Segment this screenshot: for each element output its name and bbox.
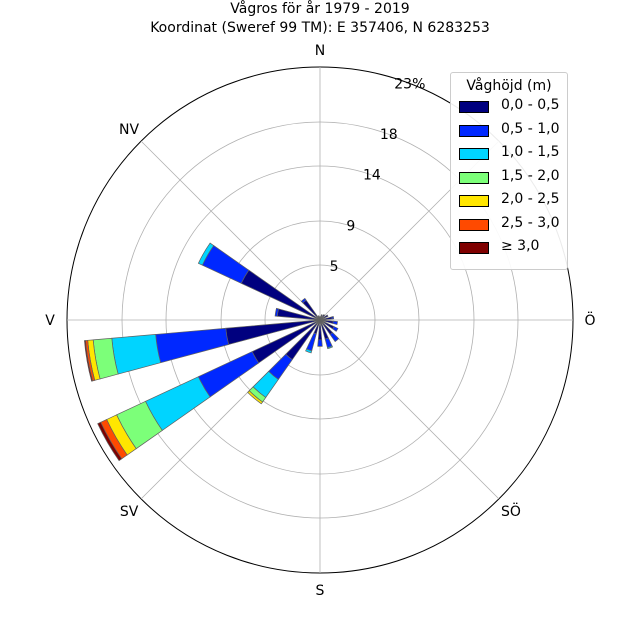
legend: Våghöjd (m) 0,0 - 0,5 0,5 - 1,0 1,0 - 1,5 1… [450, 72, 568, 270]
direction-label: SV [120, 504, 139, 520]
radial-tick-label: 23% [394, 76, 425, 92]
direction-label: NV [119, 122, 139, 138]
legend-label: ≥ 3,0 [501, 238, 540, 254]
legend-swatch [459, 148, 489, 160]
grid-spoke [319, 319, 500, 500]
direction-label: S [316, 583, 325, 599]
legend-item: 2,5 - 3,0 [451, 215, 567, 239]
legend-label: 1,0 - 1,5 [501, 144, 560, 160]
chart-title-block: Vågros för år 1979 - 2019 Koordinat (Swe… [0, 0, 640, 38]
chart-subtitle: Koordinat (Sweref 99 TM): E 357406, N 62… [150, 20, 490, 36]
legend-items: 0,0 - 0,5 0,5 - 1,0 1,0 - 1,5 1,5 - 2,0 2,0 … [451, 97, 567, 262]
polar-grid [66, 66, 574, 574]
legend-label: 2,0 - 2,5 [501, 191, 560, 207]
rose-bar-segment [319, 316, 321, 321]
rose-bar-segment [331, 316, 335, 320]
legend-item: 0,0 - 0,5 [451, 97, 567, 121]
rose-bar-segment [317, 315, 321, 321]
rose-bar-segment [84, 340, 94, 382]
rose-bar-segment [332, 320, 338, 325]
legend-swatch [459, 101, 489, 113]
legend-label: 1,5 - 2,0 [501, 167, 560, 184]
radial-tick-label: 18 [380, 127, 398, 143]
rose-bar-segment [326, 345, 334, 350]
rose-bar-segment [305, 348, 313, 354]
rose-bar-segment [274, 307, 279, 317]
rose-bar-segment [97, 421, 123, 462]
legend-title: Våghöjd (m) [466, 78, 552, 94]
chart-title: Vågros för år 1979 - 2019 [230, 1, 410, 17]
legend-swatch [459, 242, 489, 254]
legend-swatch [459, 124, 489, 137]
legend-item: 1,5 - 2,0 [451, 168, 567, 192]
legend-item: 1,0 - 1,5 [451, 144, 567, 168]
rose-bar-segment [332, 326, 339, 332]
radial-tick-label: 5 [330, 259, 339, 275]
direction-label: N [315, 43, 325, 59]
legend-swatch [459, 218, 489, 231]
rose-bar-segment [247, 390, 264, 405]
direction-label: V [45, 313, 55, 329]
direction-label: SÖ [501, 502, 521, 520]
radial-tick-label: 14 [363, 168, 381, 184]
legend-label: 0,0 - 0,5 [501, 97, 560, 113]
rose-bar-segment [155, 327, 230, 364]
rose-bar-segment [329, 331, 340, 343]
legend-item: ≥ 3,0 [451, 238, 567, 262]
legend-swatch [459, 171, 489, 184]
rose-bar-segment [197, 242, 215, 266]
axis-labels: N NV V SV S SÖ Ö 5 9 14 18 23% [45, 43, 595, 599]
legend-swatch [459, 195, 489, 207]
rose-bar-segment [319, 314, 326, 321]
legend-label: 2,5 - 3,0 [501, 214, 560, 231]
legend-item: 2,0 - 2,5 [451, 191, 567, 215]
rose-bars [84, 242, 340, 462]
direction-label: Ö [584, 311, 595, 329]
grid-spoke [140, 140, 321, 321]
rose-bar-segment [111, 334, 162, 375]
rose-bar-segment [300, 297, 307, 304]
radial-tick-label: 9 [346, 219, 355, 235]
rose-bar-segment [317, 339, 323, 347]
rose-bar-segment [225, 319, 321, 345]
legend-item: 0,5 - 1,0 [451, 121, 567, 145]
legend-label: 0,5 - 1,0 [501, 120, 560, 137]
rose-bar-segment [319, 314, 329, 321]
